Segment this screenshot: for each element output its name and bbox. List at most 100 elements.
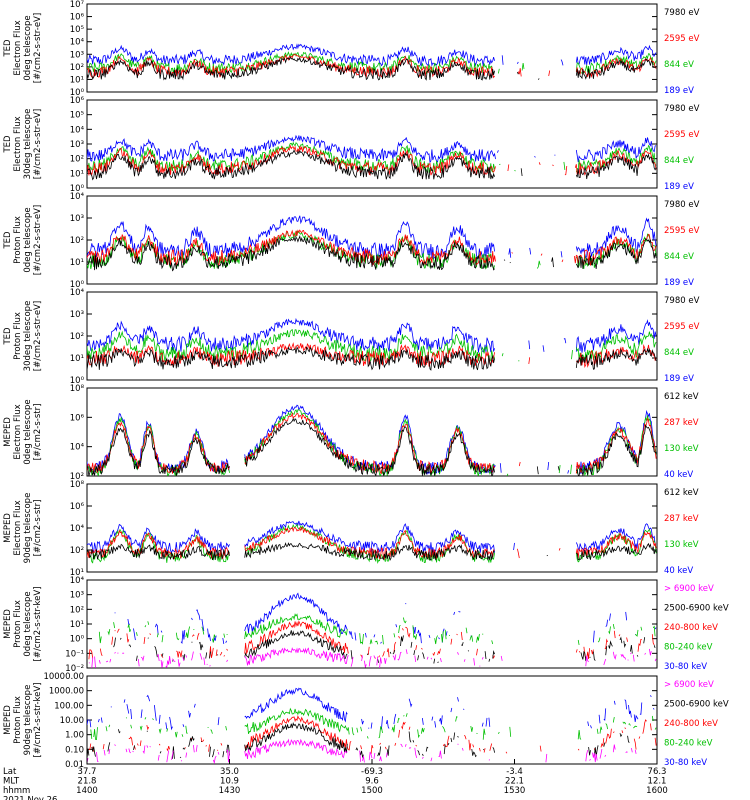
- y-axis-label: MEPED Electron Flux 90deg telescope [#/cm2-…: [3, 493, 43, 564]
- y-label-line: Proton Flux: [13, 312, 23, 360]
- legend-entry: 189 eV: [664, 182, 694, 192]
- y-tick-label: 10¹: [70, 354, 84, 364]
- series-line: [87, 144, 657, 176]
- legend-entry: 2595 eV: [664, 130, 700, 140]
- x-tick-label: 10.9: [220, 777, 239, 787]
- series-line: [87, 317, 657, 353]
- y-axis-label: MEPED Electron Flux 0deg telescope [#/cm2-s…: [3, 399, 43, 464]
- series-line: [87, 520, 657, 555]
- series-line: [87, 417, 657, 476]
- y-tick-label: 10⁴: [70, 125, 85, 135]
- legend-entry: 40 keV: [664, 470, 693, 480]
- y-tick-label: 10³: [70, 214, 84, 224]
- y-tick-label: 10¹: [70, 568, 84, 578]
- legend-entry: 844 eV: [664, 348, 694, 358]
- x-row-label: Lat: [3, 767, 17, 777]
- legend-entry: 130 keV: [664, 444, 699, 454]
- series-line: [87, 404, 657, 476]
- series-line: [113, 630, 656, 664]
- panel-3: 10⁰ 10¹ 10² 10³ 10⁴ TED Proton Flux 0deg telesc…: [3, 192, 700, 290]
- x-tick-label: 9.6: [365, 777, 379, 787]
- y-label-line: 0deg telescope: [23, 591, 33, 656]
- y-tick-label: 0.10: [65, 745, 84, 755]
- x-tick-label: 76.3: [648, 767, 667, 777]
- panel-frame: [86, 3, 658, 93]
- y-label-line: MEPED: [3, 705, 13, 735]
- legend-entry: > 6900 keV: [664, 584, 714, 594]
- legend-entry: 189 eV: [664, 86, 694, 96]
- y-label-line: [#/cm2-s-str-eV]: [33, 205, 43, 275]
- y-axis-label: MEPED Proton Flux 90deg telescope [#/cm2-s-…: [3, 683, 43, 758]
- panel-frame: [86, 387, 658, 477]
- series-line: [87, 409, 657, 476]
- legend-entry: 2595 eV: [664, 34, 700, 44]
- series-line: [87, 229, 657, 267]
- series-line: [87, 149, 657, 181]
- y-label-line: Proton Flux: [13, 600, 23, 648]
- y-tick-label: 10²: [70, 332, 84, 342]
- y-tick-label: 10⁰: [70, 376, 85, 386]
- legend-entry: > 6900 keV: [664, 680, 714, 690]
- y-tick-label: 10⁵: [70, 25, 84, 35]
- legend-entry: 189 eV: [664, 374, 694, 384]
- series-line: [87, 723, 656, 759]
- series-line: [114, 592, 657, 645]
- series-line: [87, 51, 657, 75]
- y-tick-label: 10⁴: [70, 192, 85, 202]
- series-line: [87, 141, 657, 174]
- legend-entry: 844 eV: [664, 60, 694, 70]
- y-tick-label: 10³: [70, 591, 84, 601]
- x-tick-label: 1530: [504, 786, 526, 796]
- legend-entry: 7980 eV: [664, 296, 700, 306]
- y-tick-label: 10³: [70, 140, 84, 150]
- y-tick-label: 10⁸: [70, 384, 85, 394]
- y-tick-label: 10⁰: [70, 88, 85, 98]
- y-axis-label: TED Proton Flux 0deg telescope [#/cm2-s-str…: [3, 205, 43, 275]
- y-axis-label: TED Proton Flux 30deg telescope [#/cm2-s-st…: [3, 301, 43, 372]
- x-tick-label: -69.3: [361, 767, 383, 777]
- legend-entry: 2595 eV: [664, 322, 700, 332]
- y-label-line: Electron Flux: [13, 404, 23, 459]
- x-tick-label: 21.8: [78, 777, 97, 787]
- legend-entry: 287 keV: [664, 418, 699, 428]
- panel-6: 10¹ 10² 10⁴ 10⁶ 10⁸ MEPED Electron Flux 90deg t…: [3, 480, 699, 578]
- y-label-line: [#/cm2-s-str-eV]: [33, 301, 43, 371]
- series-line: [87, 542, 657, 561]
- series-line: [87, 328, 657, 362]
- y-tick-label: 10²: [70, 472, 84, 482]
- y-label-line: 90deg telescope: [23, 685, 33, 756]
- y-tick-label: 10³: [70, 50, 84, 60]
- legend-entry: 612 keV: [664, 488, 699, 498]
- legend-entry: 30-80 keV: [664, 758, 707, 768]
- panel-5: 10² 10⁴ 10⁶ 10⁸ MEPED Electron Flux 0deg teles…: [3, 384, 699, 482]
- panel-frame: [86, 675, 658, 765]
- y-label-line: TED: [3, 327, 13, 346]
- series-line: [87, 234, 657, 272]
- legend-entry: 240-800 keV: [664, 623, 718, 633]
- legend-entry: 7980 eV: [664, 104, 700, 114]
- y-label-line: [#/cm2-s-str]: [33, 404, 43, 461]
- y-tick-label: 0.01: [65, 760, 84, 770]
- y-label-line: Proton Flux: [13, 696, 23, 744]
- y-label-line: Electron Flux: [13, 116, 23, 171]
- x-tick-label: 1400: [76, 786, 98, 796]
- x-tick-label: 1430: [219, 786, 241, 796]
- x-tick-label: 1500: [361, 786, 383, 796]
- series-line: [87, 56, 657, 81]
- y-tick-label: 10¹: [70, 75, 84, 85]
- y-axis-label: TED Electron Flux 30deg telescope [#/cm2-s-…: [3, 109, 43, 180]
- y-label-line: Proton Flux: [13, 216, 23, 264]
- panel-2: 10⁰ 10¹ 10² 10³ 10⁴ 10⁵ 10⁶ TED Electron Flux 30d…: [3, 96, 700, 194]
- series-line: [90, 707, 657, 740]
- date-label: 2021 Nov 26: [3, 796, 57, 800]
- y-label-line: TED: [3, 39, 13, 58]
- legend-entry: 844 eV: [664, 252, 694, 262]
- y-tick-label: 10⁶: [70, 96, 85, 106]
- y-label-line: 90deg telescope: [23, 493, 33, 564]
- legend-entry: 130 keV: [664, 540, 699, 550]
- y-tick-label: 10¹: [70, 258, 84, 268]
- legend-entry: 189 eV: [664, 278, 694, 288]
- panel-7: 10⁻² 10⁻¹ 10⁰ 10¹ 10² 10³ 10⁴ MEPED Proton Flux 0…: [3, 576, 729, 674]
- legend-entry: 80-240 keV: [664, 739, 713, 749]
